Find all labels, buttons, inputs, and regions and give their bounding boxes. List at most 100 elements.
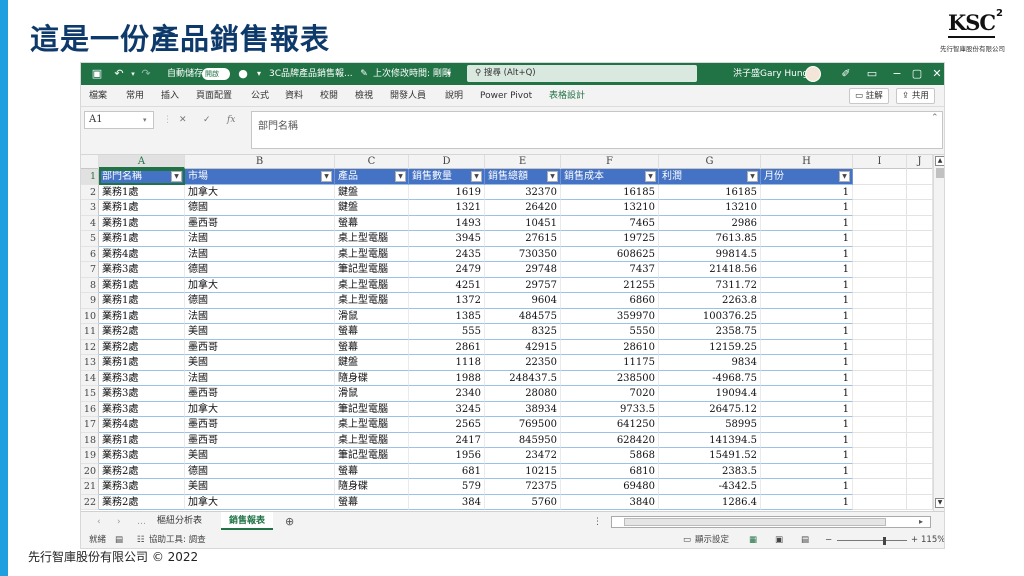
table-cell[interactable]: 1 [761,215,853,231]
table-cell[interactable]: 1321 [409,200,485,216]
table-cell[interactable]: 1956 [409,448,485,464]
table-cell[interactable]: 美國 [185,324,335,340]
table-cell[interactable]: 1988 [409,370,485,386]
sheet-tab-sales-report[interactable]: 銷售報表 [221,512,274,530]
table-cell[interactable]: 1 [761,417,853,433]
tab-home[interactable]: 常用 [126,91,145,101]
table-cell[interactable]: 72375 [485,479,561,495]
table-cell[interactable]: 筆記型電腦 [335,448,409,464]
empty-cell[interactable] [853,169,907,185]
empty-cell[interactable] [853,293,907,309]
empty-cell[interactable] [907,417,933,433]
table-cell[interactable]: 1 [761,386,853,402]
table-cell[interactable]: 730350 [485,246,561,262]
scroll-down-icon[interactable]: ▼ [935,498,944,508]
tab-view[interactable]: 檢視 [355,91,374,101]
empty-cell[interactable] [907,370,933,386]
empty-cell[interactable] [907,432,933,448]
table-header-cell[interactable]: 銷售成本 ▼ [561,169,659,185]
table-header-cell[interactable]: 銷售總額 ▼ [485,169,561,185]
table-cell[interactable]: 2479 [409,262,485,278]
row-header[interactable]: 2 [81,184,99,200]
table-cell[interactable]: 桌上型電腦 [335,231,409,247]
enter-icon[interactable]: ✓ [203,115,211,125]
pen-icon[interactable]: ✐ [841,67,851,80]
table-cell[interactable]: 業務3處 [99,386,185,402]
table-cell[interactable]: 1 [761,277,853,293]
name-box[interactable]: A1 [84,111,154,129]
table-header-cell[interactable]: 銷售數量 ▼ [409,169,485,185]
table-cell[interactable]: 德國 [185,463,335,479]
table-cell[interactable]: 384 [409,494,485,510]
row-header[interactable]: 17 [81,417,99,433]
table-cell[interactable]: 1 [761,200,853,216]
table-header-cell[interactable]: 月份 ▼ [761,169,853,185]
table-cell[interactable]: 238500 [561,370,659,386]
table-cell[interactable]: 墨西哥 [185,339,335,355]
table-cell[interactable]: 隨身碟 [335,479,409,495]
prev-sheet-icon[interactable]: ‹ [97,517,101,527]
table-cell[interactable]: 21418.56 [659,262,761,278]
table-cell[interactable]: 業務3處 [99,370,185,386]
table-cell[interactable]: 641250 [561,417,659,433]
table-cell[interactable]: 螢幕 [335,494,409,510]
normal-view-icon[interactable]: ▦ [749,535,758,545]
table-cell[interactable]: 26475.12 [659,401,761,417]
table-cell[interactable]: 隨身碟 [335,370,409,386]
table-cell[interactable]: 13210 [659,200,761,216]
table-cell[interactable]: 5550 [561,324,659,340]
table-cell[interactable]: 22350 [485,355,561,371]
display-settings[interactable]: 顯示設定 [695,535,730,545]
table-cell[interactable]: 579 [409,479,485,495]
table-cell[interactable]: 1372 [409,293,485,309]
table-cell[interactable]: 21255 [561,277,659,293]
save-status-dropdown-icon[interactable]: ▾ [446,69,451,78]
save-icon[interactable]: ▣ [91,67,103,80]
row-header[interactable]: 15 [81,386,99,402]
table-cell[interactable]: 1 [761,262,853,278]
macro-record-icon[interactable]: ▤ [115,535,124,545]
table-cell[interactable]: 鍵盤 [335,355,409,371]
row-header[interactable]: 18 [81,432,99,448]
table-cell[interactable]: 1 [761,448,853,464]
empty-cell[interactable] [907,463,933,479]
table-cell[interactable]: 業務4處 [99,417,185,433]
empty-cell[interactable] [853,370,907,386]
empty-cell[interactable] [907,246,933,262]
add-sheet-icon[interactable]: ⊕ [285,515,295,528]
row-header[interactable]: 4 [81,215,99,231]
table-cell[interactable]: 3245 [409,401,485,417]
filter-dropdown-icon[interactable]: ▼ [321,171,332,182]
tab-help[interactable]: 說明 [445,91,464,101]
empty-cell[interactable] [853,277,907,293]
table-cell[interactable]: 加拿大 [185,277,335,293]
table-cell[interactable]: -4968.75 [659,370,761,386]
tab-formulas[interactable]: 公式 [251,91,270,101]
table-cell[interactable]: 螢幕 [335,215,409,231]
table-cell[interactable]: 141394.5 [659,432,761,448]
table-cell[interactable]: 27615 [485,231,561,247]
row-header[interactable]: 6 [81,246,99,262]
table-cell[interactable]: 1 [761,494,853,510]
table-cell[interactable]: 359970 [561,308,659,324]
table-cell[interactable]: 業務2處 [99,463,185,479]
row-header[interactable]: 5 [81,231,99,247]
table-cell[interactable]: 29757 [485,277,561,293]
tab-data[interactable]: 資料 [285,91,304,101]
column-header[interactable]: F [561,155,659,169]
empty-cell[interactable] [853,401,907,417]
table-cell[interactable]: 業務1處 [99,184,185,200]
table-cell[interactable]: 鍵盤 [335,184,409,200]
table-cell[interactable]: 15491.52 [659,448,761,464]
table-cell[interactable]: 業務1處 [99,200,185,216]
table-cell[interactable]: 業務1處 [99,308,185,324]
scroll-up-icon[interactable]: ▲ [935,156,944,166]
empty-cell[interactable] [907,448,933,464]
table-cell[interactable]: 555 [409,324,485,340]
table-cell[interactable]: 美國 [185,355,335,371]
table-cell[interactable]: 32370 [485,184,561,200]
table-cell[interactable]: 業務1處 [99,355,185,371]
table-cell[interactable]: 2340 [409,386,485,402]
table-cell[interactable]: 2565 [409,417,485,433]
empty-cell[interactable] [907,339,933,355]
